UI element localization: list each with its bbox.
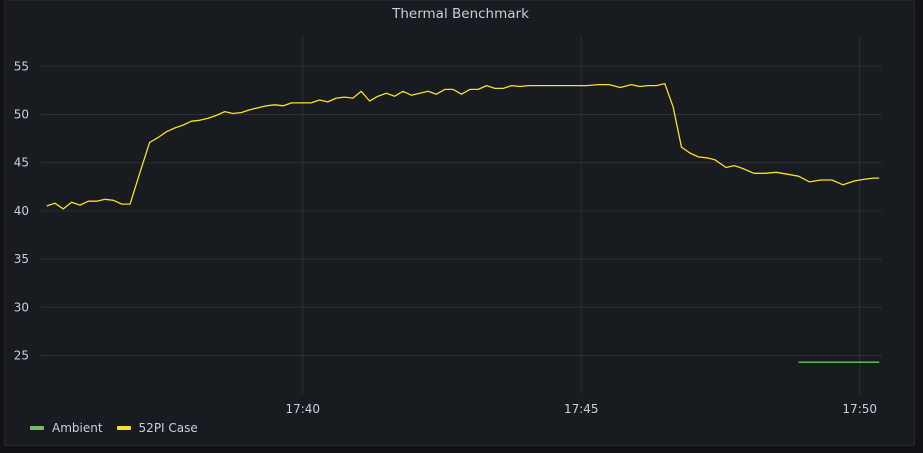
legend-item-ambient[interactable]: Ambient bbox=[30, 421, 103, 435]
series-line-52pi-case bbox=[46, 82, 880, 210]
x-tick-label: 17:50 bbox=[842, 402, 877, 416]
x-tick-label: 17:45 bbox=[564, 402, 599, 416]
y-tick-label: 25 bbox=[14, 348, 29, 362]
legend-item-52pi-case[interactable]: 52PI Case bbox=[116, 421, 198, 435]
legend-swatch-52pi-case bbox=[116, 426, 131, 430]
y-tick-label: 40 bbox=[14, 204, 29, 218]
x-tick-label: 17:40 bbox=[285, 402, 320, 416]
line-chart: 25 30 35 40 45 50 55 17:40 17:45 17:50 bbox=[14, 37, 882, 416]
y-tick-label: 35 bbox=[14, 252, 29, 266]
legend-label-ambient: Ambient bbox=[52, 421, 103, 435]
chart-title: Thermal Benchmark bbox=[392, 6, 529, 22]
y-tick-label: 30 bbox=[14, 300, 29, 314]
y-tick-label: 55 bbox=[14, 59, 29, 73]
legend-label-52pi-case: 52PI Case bbox=[138, 421, 198, 435]
y-tick-label: 50 bbox=[14, 107, 29, 121]
y-tick-label: 45 bbox=[14, 156, 29, 170]
legend: Ambient 52PI Case bbox=[30, 421, 198, 435]
chart-panel: Thermal Benchmark 25 30 35 40 45 50 55 17:40 17:… bbox=[4, 0, 915, 446]
legend-swatch-ambient bbox=[30, 426, 44, 430]
